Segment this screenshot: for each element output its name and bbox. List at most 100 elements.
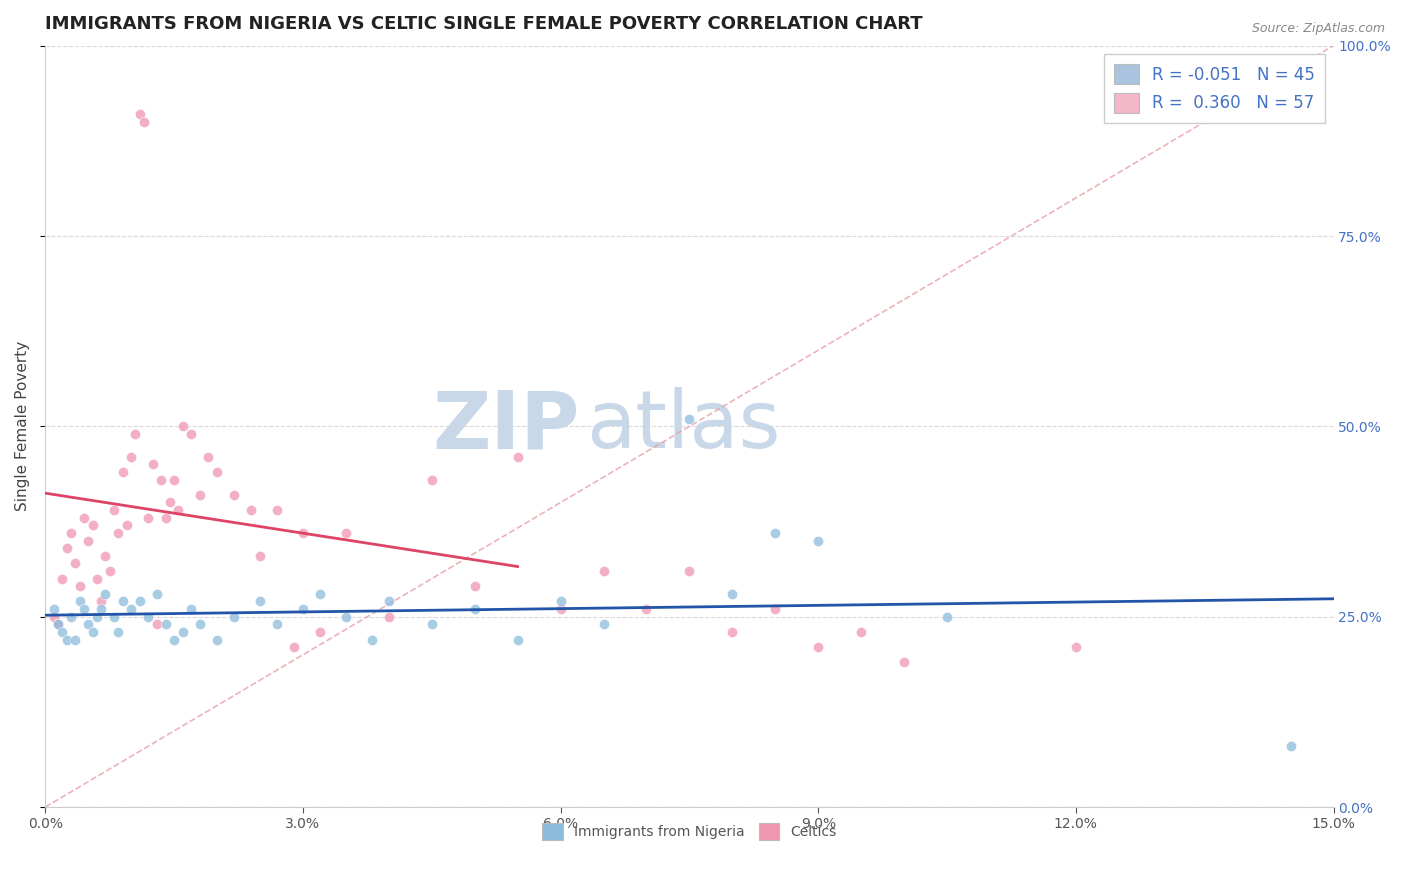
Point — [205, 465, 228, 479]
Point — [335, 525, 357, 540]
Point — [893, 656, 915, 670]
Point — [111, 465, 134, 479]
Point — [69, 579, 91, 593]
Point — [335, 609, 357, 624]
Point — [283, 640, 305, 655]
Point — [51, 572, 73, 586]
Point — [86, 609, 108, 624]
Point — [159, 495, 181, 509]
Point — [550, 594, 572, 608]
Point — [128, 594, 150, 608]
Point — [82, 624, 104, 639]
Point — [163, 473, 186, 487]
Point — [266, 503, 288, 517]
Point — [155, 510, 177, 524]
Point — [46, 617, 69, 632]
Point — [464, 579, 486, 593]
Point — [266, 617, 288, 632]
Point — [163, 632, 186, 647]
Point — [197, 450, 219, 464]
Point — [420, 473, 443, 487]
Point — [636, 602, 658, 616]
Point — [115, 518, 138, 533]
Point — [73, 602, 96, 616]
Point — [550, 602, 572, 616]
Point — [1279, 739, 1302, 753]
Point — [138, 609, 160, 624]
Point — [240, 503, 263, 517]
Point — [291, 525, 314, 540]
Point — [77, 533, 100, 548]
Point — [73, 510, 96, 524]
Point — [82, 518, 104, 533]
Text: atlas: atlas — [586, 387, 780, 466]
Point — [90, 602, 112, 616]
Point — [138, 510, 160, 524]
Point — [120, 450, 142, 464]
Point — [506, 450, 529, 464]
Point — [42, 609, 65, 624]
Point — [205, 632, 228, 647]
Point — [309, 587, 332, 601]
Point — [155, 617, 177, 632]
Point — [188, 617, 211, 632]
Y-axis label: Single Female Poverty: Single Female Poverty — [15, 342, 30, 511]
Point — [678, 564, 700, 578]
Point — [132, 115, 155, 129]
Point — [172, 624, 194, 639]
Point — [111, 594, 134, 608]
Point — [360, 632, 382, 647]
Point — [378, 594, 401, 608]
Point — [807, 533, 830, 548]
Point — [124, 427, 146, 442]
Point — [86, 572, 108, 586]
Point — [249, 549, 271, 563]
Point — [592, 617, 614, 632]
Point — [46, 617, 69, 632]
Point — [55, 541, 77, 556]
Point — [291, 602, 314, 616]
Point — [849, 624, 872, 639]
Point — [167, 503, 190, 517]
Point — [150, 473, 173, 487]
Point — [721, 624, 744, 639]
Point — [807, 640, 830, 655]
Point — [592, 564, 614, 578]
Point — [464, 602, 486, 616]
Point — [721, 587, 744, 601]
Point — [378, 609, 401, 624]
Text: IMMIGRANTS FROM NIGERIA VS CELTIC SINGLE FEMALE POVERTY CORRELATION CHART: IMMIGRANTS FROM NIGERIA VS CELTIC SINGLE… — [45, 15, 922, 33]
Point — [55, 632, 77, 647]
Point — [146, 587, 169, 601]
Point — [69, 594, 91, 608]
Point — [249, 594, 271, 608]
Point — [180, 427, 202, 442]
Point — [94, 549, 117, 563]
Point — [763, 525, 786, 540]
Point — [60, 609, 83, 624]
Point — [42, 602, 65, 616]
Point — [936, 609, 959, 624]
Point — [180, 602, 202, 616]
Point — [90, 594, 112, 608]
Legend: Immigrants from Nigeria, Celtics: Immigrants from Nigeria, Celtics — [537, 818, 842, 846]
Point — [506, 632, 529, 647]
Point — [420, 617, 443, 632]
Point — [172, 419, 194, 434]
Point — [65, 557, 87, 571]
Point — [65, 632, 87, 647]
Point — [188, 488, 211, 502]
Point — [107, 525, 129, 540]
Point — [60, 525, 83, 540]
Point — [103, 503, 125, 517]
Point — [224, 609, 246, 624]
Point — [94, 587, 117, 601]
Point — [763, 602, 786, 616]
Point — [120, 602, 142, 616]
Point — [678, 411, 700, 425]
Point — [224, 488, 246, 502]
Point — [51, 624, 73, 639]
Text: ZIP: ZIP — [433, 387, 579, 466]
Point — [98, 564, 121, 578]
Point — [77, 617, 100, 632]
